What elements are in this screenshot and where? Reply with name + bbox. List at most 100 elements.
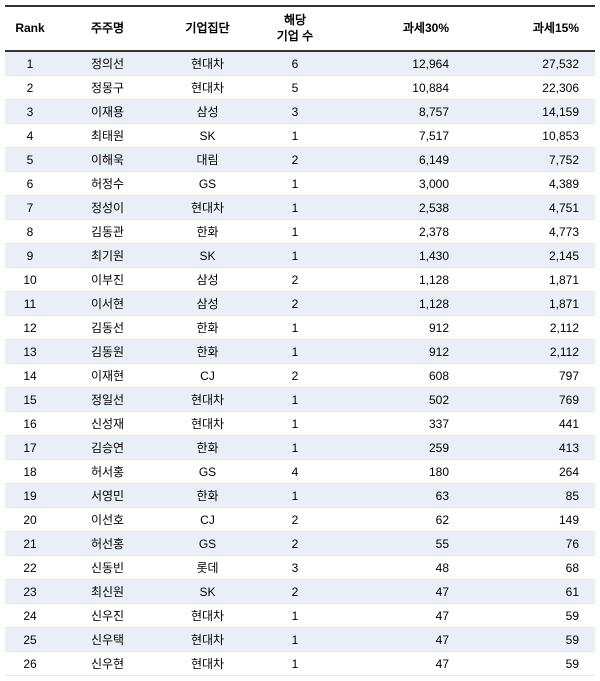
cell-shareholder: 최신원 <box>55 580 160 604</box>
cell-group: 한화 <box>160 316 255 340</box>
table-row: 21허선홍GS25576 <box>5 532 595 556</box>
cell-rank: 25 <box>5 628 55 652</box>
cell-rank: 14 <box>5 364 55 388</box>
cell-tax30: 1,128 <box>335 268 465 292</box>
cell-tax15: 769 <box>465 388 595 412</box>
cell-shareholder: 이부진 <box>55 268 160 292</box>
cell-rank: 13 <box>5 340 55 364</box>
cell-tax15: 59 <box>465 652 595 676</box>
cell-tax30: 1,430 <box>335 244 465 268</box>
cell-tax15: 59 <box>465 604 595 628</box>
cell-group: GS <box>160 532 255 556</box>
cell-company-cnt: 1 <box>255 220 335 244</box>
table-row: 17김승연한화1259413 <box>5 436 595 460</box>
table-row: 6허정수GS13,0004,389 <box>5 172 595 196</box>
cell-tax15: 2,112 <box>465 316 595 340</box>
cell-shareholder: 최태원 <box>55 124 160 148</box>
cell-tax15: 4,773 <box>465 220 595 244</box>
cell-company-cnt: 1 <box>255 604 335 628</box>
cell-tax15: 10,853 <box>465 124 595 148</box>
table-body: 1정의선현대차612,96427,5322정몽구현대차510,88422,306… <box>5 51 595 676</box>
cell-company-cnt: 1 <box>255 436 335 460</box>
cell-group: 한화 <box>160 436 255 460</box>
table-row: 9최기원SK11,4302,145 <box>5 244 595 268</box>
cell-group: 삼성 <box>160 292 255 316</box>
cell-rank: 8 <box>5 220 55 244</box>
table-row: 7정성이현대차12,5384,751 <box>5 196 595 220</box>
cell-shareholder: 허선홍 <box>55 532 160 556</box>
col-header-group: 기업집단 <box>160 6 255 51</box>
table-row: 1정의선현대차612,96427,532 <box>5 51 595 76</box>
cell-shareholder: 이해욱 <box>55 148 160 172</box>
cell-rank: 10 <box>5 268 55 292</box>
cell-shareholder: 이재용 <box>55 100 160 124</box>
cell-tax15: 68 <box>465 556 595 580</box>
cell-shareholder: 김동관 <box>55 220 160 244</box>
col-header-tax15: 과세15% <box>465 6 595 51</box>
cell-company-cnt: 6 <box>255 51 335 76</box>
cell-group: 현대차 <box>160 628 255 652</box>
cell-company-cnt: 1 <box>255 412 335 436</box>
cell-rank: 22 <box>5 556 55 580</box>
cell-group: 한화 <box>160 340 255 364</box>
cell-tax15: 59 <box>465 628 595 652</box>
table-row: 8김동관한화12,3784,773 <box>5 220 595 244</box>
cell-rank: 20 <box>5 508 55 532</box>
cell-shareholder: 이선호 <box>55 508 160 532</box>
cell-shareholder: 정의선 <box>55 51 160 76</box>
cell-tax15: 27,532 <box>465 51 595 76</box>
cell-tax15: 1,871 <box>465 292 595 316</box>
cell-rank: 2 <box>5 76 55 100</box>
cell-shareholder: 김동원 <box>55 340 160 364</box>
cell-tax15: 61 <box>465 580 595 604</box>
cell-tax15: 4,389 <box>465 172 595 196</box>
shareholder-tax-table: Rank 주주명 기업집단 해당기업 수 과세30% 과세15% 1정의선현대차… <box>5 5 595 676</box>
cell-tax15: 264 <box>465 460 595 484</box>
cell-group: 삼성 <box>160 100 255 124</box>
cell-group: 현대차 <box>160 76 255 100</box>
cell-tax30: 47 <box>335 652 465 676</box>
table-row: 23최신원SK24761 <box>5 580 595 604</box>
cell-tax30: 608 <box>335 364 465 388</box>
cell-tax30: 48 <box>335 556 465 580</box>
cell-rank: 16 <box>5 412 55 436</box>
cell-tax15: 85 <box>465 484 595 508</box>
cell-rank: 17 <box>5 436 55 460</box>
cell-company-cnt: 2 <box>255 580 335 604</box>
cell-company-cnt: 3 <box>255 100 335 124</box>
cell-company-cnt: 1 <box>255 196 335 220</box>
cell-shareholder: 신성재 <box>55 412 160 436</box>
cell-tax30: 180 <box>335 460 465 484</box>
cell-rank: 1 <box>5 51 55 76</box>
table-row: 13김동원한화19122,112 <box>5 340 595 364</box>
cell-group: 현대차 <box>160 604 255 628</box>
cell-tax15: 22,306 <box>465 76 595 100</box>
cell-group: 롯데 <box>160 556 255 580</box>
cell-company-cnt: 1 <box>255 244 335 268</box>
cell-company-cnt: 1 <box>255 316 335 340</box>
cell-company-cnt: 2 <box>255 508 335 532</box>
cell-tax30: 62 <box>335 508 465 532</box>
table-row: 4최태원SK17,51710,853 <box>5 124 595 148</box>
cell-company-cnt: 2 <box>255 532 335 556</box>
col-header-rank: Rank <box>5 6 55 51</box>
cell-company-cnt: 5 <box>255 76 335 100</box>
cell-group: 현대차 <box>160 412 255 436</box>
table-row: 25신우택현대차14759 <box>5 628 595 652</box>
cell-group: SK <box>160 124 255 148</box>
cell-company-cnt: 1 <box>255 340 335 364</box>
cell-shareholder: 신우현 <box>55 652 160 676</box>
cell-shareholder: 김승연 <box>55 436 160 460</box>
cell-tax30: 10,884 <box>335 76 465 100</box>
table-row: 18허서홍GS4180264 <box>5 460 595 484</box>
col-header-shareholder: 주주명 <box>55 6 160 51</box>
cell-company-cnt: 3 <box>255 556 335 580</box>
cell-tax30: 8,757 <box>335 100 465 124</box>
cell-company-cnt: 4 <box>255 460 335 484</box>
cell-tax30: 6,149 <box>335 148 465 172</box>
cell-tax15: 413 <box>465 436 595 460</box>
cell-tax15: 4,751 <box>465 196 595 220</box>
cell-rank: 9 <box>5 244 55 268</box>
cell-tax30: 912 <box>335 340 465 364</box>
cell-company-cnt: 1 <box>255 628 335 652</box>
